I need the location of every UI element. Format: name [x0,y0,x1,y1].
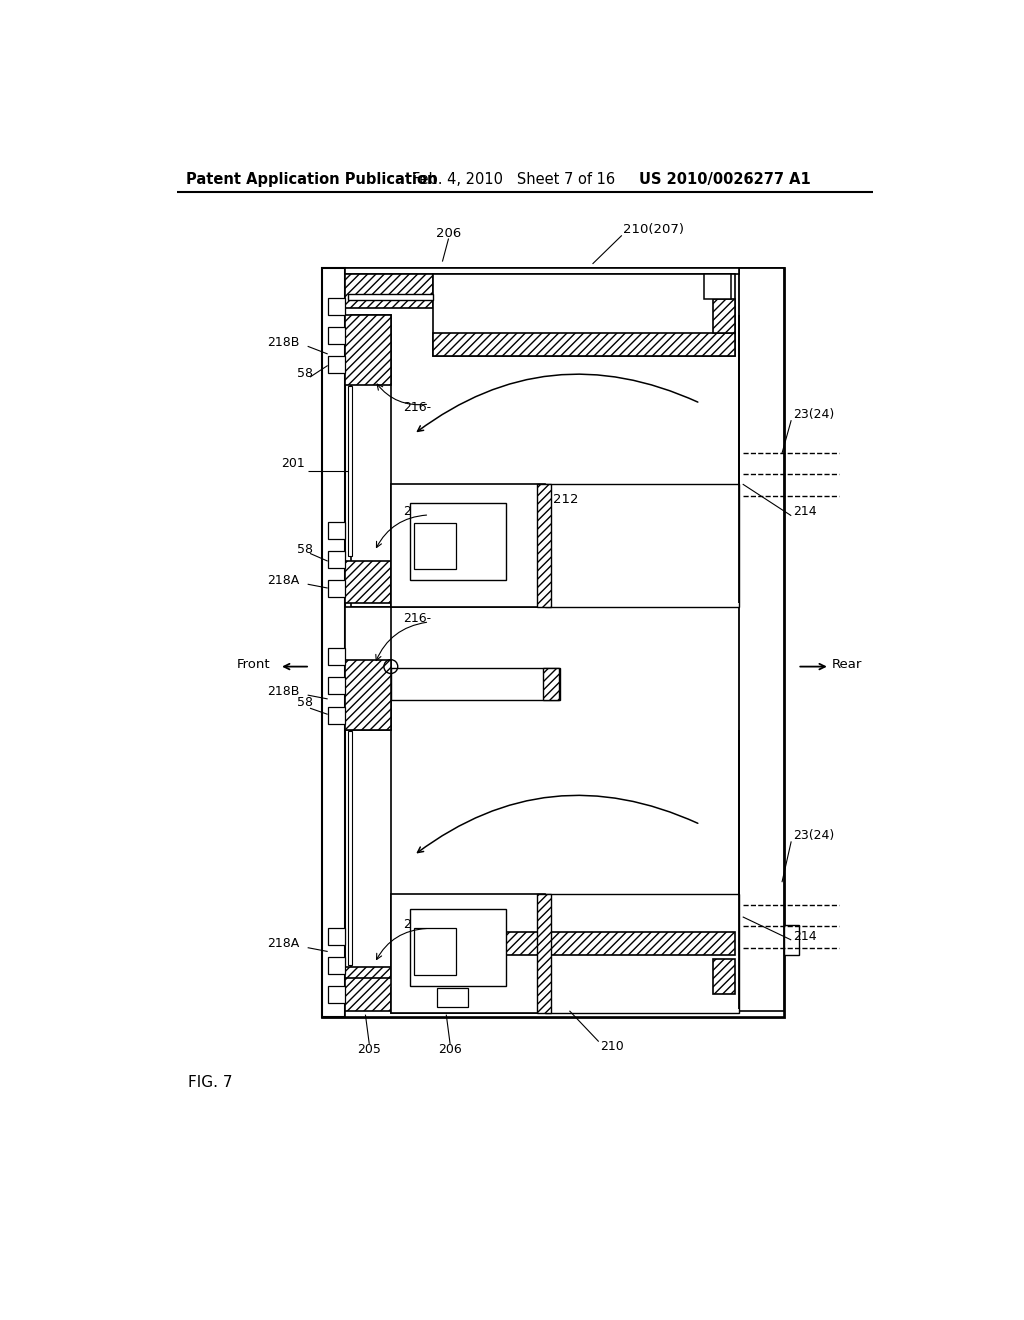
Bar [345,966,391,1010]
Bar [391,894,545,1014]
Text: 218B: 218B [267,335,300,348]
Bar [538,894,551,1014]
Text: 205: 205 [357,1043,381,1056]
Bar [391,484,545,607]
Text: 218A: 218A [267,574,300,587]
Text: Front: Front [237,657,270,671]
Text: 23(24): 23(24) [793,829,834,842]
Text: 23(24): 23(24) [793,408,834,421]
Text: 216-: 216- [402,504,431,517]
Bar [538,484,551,607]
Text: Feb. 4, 2010   Sheet 7 of 16: Feb. 4, 2010 Sheet 7 of 16 [412,172,614,186]
Bar [545,894,739,1014]
Text: 58: 58 [297,367,313,380]
Bar [328,356,345,374]
Bar [322,268,783,1016]
Bar [345,660,391,730]
Bar [544,668,559,701]
Bar [328,677,345,694]
Bar [345,268,739,275]
Bar [739,268,783,1016]
Text: 206: 206 [438,1043,462,1056]
Bar [433,275,735,356]
Text: 216-: 216- [402,401,431,414]
Bar [705,275,731,298]
Text: 210: 210 [600,1040,624,1053]
Bar [410,909,506,986]
Bar [328,648,345,665]
Bar [783,924,799,956]
Text: 214: 214 [793,929,816,942]
Text: 218A: 218A [267,937,300,950]
Bar [345,561,391,603]
Bar [328,552,345,568]
Bar [391,582,545,607]
Text: 218B: 218B [267,685,300,698]
Bar [714,298,735,333]
Bar [437,987,468,1007]
Bar [545,484,739,607]
Bar [714,960,735,994]
Text: 214: 214 [793,504,816,517]
Bar [328,521,345,539]
Bar [328,957,345,974]
Bar [345,1011,783,1016]
Bar [351,315,391,607]
Text: FIG. 7: FIG. 7 [188,1074,232,1090]
Bar [348,731,351,965]
Text: 58: 58 [297,696,313,709]
Bar [345,669,483,700]
Bar [322,268,345,1016]
Bar [345,607,391,730]
Text: 206: 206 [436,227,461,240]
Text: Patent Application Publication: Patent Application Publication [186,172,437,186]
Bar [391,989,545,1014]
Text: Rear: Rear [833,657,862,671]
Text: 212: 212 [553,492,578,506]
Bar [328,706,345,723]
Bar [328,928,345,945]
Text: 216-: 216- [402,917,431,931]
Bar [328,298,345,314]
Text: 210(207): 210(207) [624,223,684,236]
Bar [328,581,345,598]
Bar [391,668,560,701]
Bar [345,315,391,385]
Bar [328,986,345,1003]
Text: 58: 58 [297,543,313,556]
Text: 216-: 216- [402,611,431,624]
Text: US 2010/0026277 A1: US 2010/0026277 A1 [639,172,811,186]
Bar [348,387,351,556]
Bar [433,928,735,1011]
Bar [414,928,457,974]
Bar [410,503,506,581]
Text: 201: 201 [282,457,305,470]
Bar [414,523,457,569]
Bar [348,294,433,300]
Bar [345,978,433,1016]
Bar [328,327,345,345]
Bar [433,932,735,956]
Bar [351,730,391,1006]
Bar [433,333,735,356]
Bar [345,275,433,308]
